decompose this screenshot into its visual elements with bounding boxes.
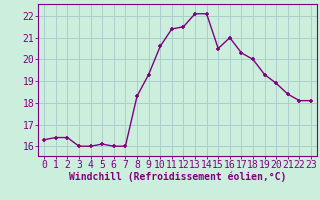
- X-axis label: Windchill (Refroidissement éolien,°C): Windchill (Refroidissement éolien,°C): [69, 172, 286, 182]
